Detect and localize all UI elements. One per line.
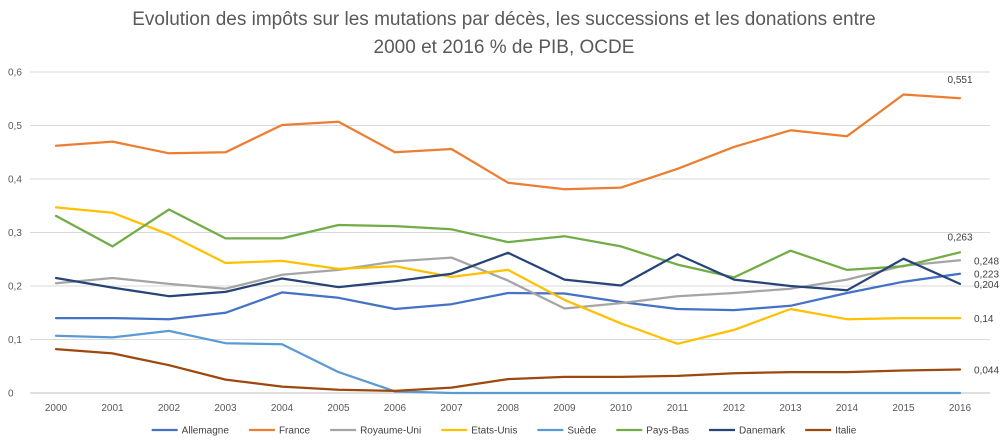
chart-title-line2: 2000 et 2016 % de PIB, OCDE (373, 37, 635, 58)
legend-label: Allemagne (182, 426, 230, 437)
y-axis: 0 0,1 0,2 0,3 0,4 0,5 0,6 (8, 68, 22, 400)
series-line-pays-bas (54, 208, 962, 279)
x-tick-label: 2013 (779, 403, 802, 414)
x-tick-label: 2009 (553, 403, 576, 414)
legend-item: Danemark (709, 426, 786, 437)
legend-item: Royaume-Uni (330, 426, 421, 437)
chart-title: Evolution des impôts sur les mutations p… (0, 6, 1008, 62)
series-line-italie (54, 347, 962, 393)
x-tick-label: 2006 (384, 403, 407, 414)
legend-item: Italie (805, 426, 857, 437)
series-line-allemagne (54, 272, 962, 321)
legend-item: Allemagne (151, 426, 230, 437)
legend-label: Italie (835, 426, 857, 437)
y-tick-label: 0,2 (8, 282, 22, 293)
y-tick-label: 0,1 (8, 335, 22, 346)
data-label: 0,551 (947, 75, 972, 86)
legend-label: Royaume-Uni (360, 426, 421, 437)
data-label: 0,14 (974, 314, 994, 325)
series-lines (54, 93, 962, 395)
x-tick-label: 2010 (610, 403, 633, 414)
series-line-france (54, 93, 962, 191)
x-tick-label: 2016 (949, 403, 972, 414)
legend-label: Pays-Bas (646, 426, 689, 437)
data-labels: 0,223 0,551 0,248 0,14 0,263 0,204 0,044 (947, 75, 999, 376)
x-tick-label: 2015 (892, 403, 915, 414)
legend-label: Danemark (739, 426, 786, 437)
legend-item: France (248, 426, 311, 437)
data-label: 0,223 (974, 270, 999, 281)
legend-label: Etats-Unis (471, 426, 517, 437)
x-tick-label: 2008 (497, 403, 520, 414)
data-label: 0,263 (947, 232, 972, 243)
y-tick-label: 0,6 (8, 68, 22, 79)
x-tick-label: 2000 (45, 403, 68, 414)
data-label: 0,204 (974, 280, 999, 291)
x-tick-label: 2002 (158, 403, 181, 414)
legend-item: Pays-Bas (616, 426, 689, 437)
legend-item: Etats-Unis (441, 426, 517, 437)
gridlines (30, 71, 990, 394)
x-tick-label: 2014 (836, 403, 859, 414)
chart-title-line1: Evolution des impôts sur les mutations p… (132, 9, 876, 30)
y-tick-label: 0,5 (8, 121, 22, 132)
x-axis: 2000 2001 2002 2003 2004 2005 2006 2007 2008 2009… (45, 403, 972, 414)
x-tick-label: 2001 (101, 403, 124, 414)
x-tick-label: 2012 (723, 403, 746, 414)
legend-label: Suède (567, 426, 596, 437)
series-line-danemark (54, 251, 962, 298)
x-tick-label: 2003 (214, 403, 237, 414)
x-tick-label: 2007 (440, 403, 463, 414)
y-tick-label: 0,4 (8, 175, 22, 186)
y-tick-label: 0,3 (8, 228, 22, 239)
legend-item: Suède (537, 426, 597, 437)
legend-label: France (279, 426, 311, 437)
y-tick-label: 0 (8, 389, 14, 400)
series-line-etats-unis (54, 206, 962, 345)
data-label: 0,044 (974, 365, 999, 376)
series-line-royaume-uni (54, 256, 962, 310)
data-label: 0,248 (974, 256, 999, 267)
series-line-su-de (54, 329, 962, 395)
x-tick-label: 2004 (271, 403, 294, 414)
legend: Allemagne France Royaume-Uni Etats-Unis Suèd… (151, 426, 857, 437)
x-tick-label: 2011 (667, 403, 689, 414)
x-tick-label: 2005 (327, 403, 350, 414)
